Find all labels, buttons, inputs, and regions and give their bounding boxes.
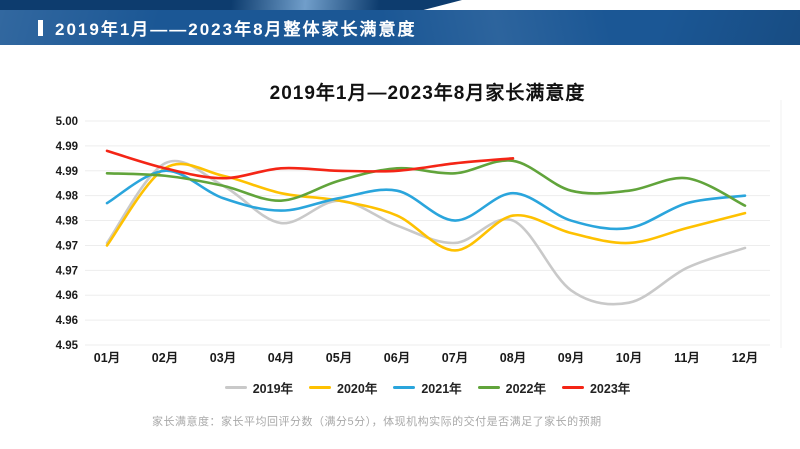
legend-swatch: [309, 386, 332, 389]
chart-footnote: 家长满意度：家长平均回评分数（满分5分），体现机构实际的交付是否满足了家长的预期: [152, 416, 602, 428]
legend-item-2023年: 2023年: [561, 378, 631, 397]
legend-item-2021年: 2021年: [393, 378, 462, 397]
x-axis-label: 04月: [268, 351, 294, 365]
series-line-2023年: [105, 149, 515, 180]
chart-legend: 2019年 2020年 2021年 2022年 2023年: [85, 378, 770, 397]
y-axis-label: 4.99: [56, 141, 78, 153]
x-axis-label: 06月: [384, 351, 410, 365]
legend-label: 2019年: [252, 382, 294, 396]
header-bar: 2019年1月——2023年8月整体家长满意度: [0, 10, 800, 45]
x-axis-label: 07月: [442, 351, 468, 365]
y-axis-label: 5.00: [56, 116, 78, 128]
x-axis-label: 09月: [558, 351, 584, 365]
legend-label: 2020年: [337, 382, 378, 396]
x-axis-label: 03月: [210, 351, 236, 365]
x-axis-label: 10月: [616, 351, 642, 365]
series-line-2021年: [105, 169, 747, 231]
top-decoration: [0, 0, 462, 12]
page-title: 2019年1月——2023年8月整体家长满意度: [55, 20, 417, 39]
y-axis-label: 4.96: [56, 290, 78, 302]
legend-swatch: [561, 386, 584, 389]
x-axis-label: 11月: [674, 351, 700, 365]
legend-label: 2023年: [589, 382, 631, 396]
series-line-2020年: [105, 162, 747, 252]
chart-title: 2019年1月—2023年8月家长满意度: [269, 83, 586, 104]
y-axis-label: 4.97: [56, 240, 78, 252]
legend-swatch: [393, 386, 416, 389]
legend-item-2022年: 2022年: [477, 378, 546, 397]
title-marker-icon: [38, 19, 43, 36]
legend-swatch: [477, 386, 500, 389]
x-axis-label: 12月: [732, 351, 758, 365]
x-axis-label: 08月: [500, 351, 526, 365]
y-axis-label: 4.97: [56, 265, 78, 277]
series-line-2022年: [105, 159, 747, 207]
legend-label: 2022年: [505, 382, 546, 396]
legend-swatch: [224, 386, 247, 389]
legend-item-2020年: 2020年: [309, 378, 377, 397]
y-axis-label: 4.96: [56, 315, 78, 327]
y-axis-label: 4.98: [56, 191, 79, 203]
legend-item-2019年: 2019年: [224, 378, 294, 397]
y-axis-label: 4.98: [56, 216, 79, 228]
legend-label: 2021年: [421, 382, 462, 396]
x-axis-label: 02月: [152, 351, 178, 365]
x-axis-label: 05月: [326, 351, 352, 365]
x-axis-label: 01月: [94, 351, 120, 365]
y-axis-label: 4.95: [56, 340, 79, 352]
series-line-2019年: [105, 159, 747, 306]
y-axis-label: 4.99: [56, 166, 78, 178]
